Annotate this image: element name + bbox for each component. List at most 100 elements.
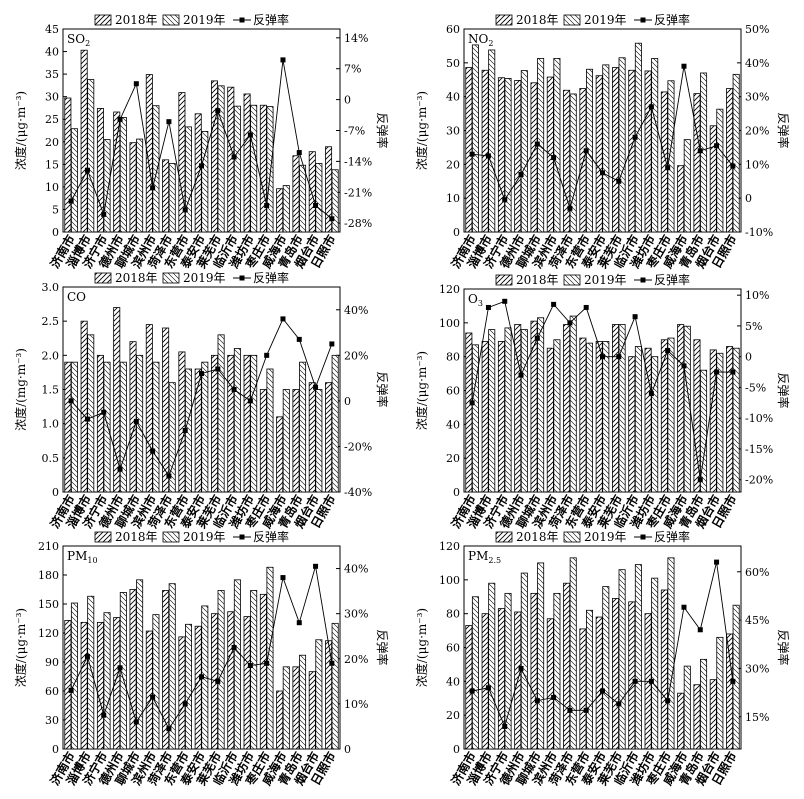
rebound-marker bbox=[681, 363, 687, 369]
rebound-marker bbox=[518, 171, 524, 177]
rebound-marker bbox=[313, 563, 319, 569]
y2-tick-label: 10% bbox=[344, 698, 368, 711]
rebound-marker bbox=[215, 108, 221, 114]
y2-tick-label: -7% bbox=[344, 125, 365, 138]
rebound-marker bbox=[485, 304, 491, 310]
y2-tick-label: -14% bbox=[344, 155, 372, 168]
bar-2019 bbox=[233, 579, 241, 750]
legend-label-rebound: 反弹率 bbox=[654, 12, 690, 27]
y2-tick-label: 10% bbox=[745, 158, 769, 171]
bar-2019 bbox=[282, 666, 290, 750]
rebound-marker bbox=[101, 409, 107, 415]
legend-swatch-2019 bbox=[563, 531, 581, 543]
y-tick-label: 80 bbox=[446, 351, 460, 364]
bar-2018 bbox=[292, 389, 300, 493]
rebound-marker bbox=[697, 148, 703, 154]
bar-2019 bbox=[87, 79, 95, 233]
y-tick-label: 2.0 bbox=[42, 349, 60, 362]
y2-axis-label: 反弹率 bbox=[776, 372, 791, 408]
bar-2018 bbox=[709, 125, 717, 233]
bar-2019 bbox=[732, 347, 740, 493]
legend-marker-rebound bbox=[239, 275, 245, 281]
bar-2019 bbox=[520, 572, 528, 750]
legend-label-2018: 2018年 bbox=[516, 13, 559, 27]
bar-2018 bbox=[259, 593, 267, 750]
rebound-marker bbox=[247, 398, 253, 404]
pollutant-label: O3 bbox=[468, 292, 483, 308]
rebound-marker bbox=[632, 678, 638, 684]
y2-tick-label: 20% bbox=[745, 125, 769, 138]
bar-2018 bbox=[64, 361, 72, 493]
bar-2019 bbox=[651, 577, 659, 750]
bar-2019 bbox=[471, 44, 479, 233]
bar-2019 bbox=[683, 665, 691, 750]
bar-2019 bbox=[250, 590, 258, 750]
legend-marker-rebound bbox=[640, 17, 646, 23]
bar-2019 bbox=[331, 169, 339, 233]
y-tick-label: 100 bbox=[439, 317, 460, 330]
bar-2018 bbox=[211, 80, 218, 233]
rebound-marker bbox=[485, 685, 491, 691]
bar-2018 bbox=[178, 636, 186, 750]
y-tick-label: 10 bbox=[45, 181, 59, 194]
bar-2018 bbox=[194, 113, 202, 233]
y-tick-label: 2.5 bbox=[42, 315, 60, 328]
bar-2018 bbox=[80, 621, 88, 750]
bar-2019 bbox=[716, 352, 724, 493]
y-tick-label: 0.5 bbox=[42, 452, 60, 465]
y-tick-label: 10 bbox=[446, 192, 460, 205]
bar-2019 bbox=[569, 557, 577, 750]
chart-panel-4: 0 20 40 60 80 100 120 -20% -15% -10% -5% 0 5% 10% 浓度/(… bbox=[414, 272, 791, 532]
rebound-marker bbox=[182, 701, 188, 707]
chart-panel-1: 0 5 10 15 20 25 30 35 40 45 -28% -21% -14% -7% 0 7% 14% 浓… bbox=[13, 12, 390, 272]
legend-swatch-2018 bbox=[495, 531, 513, 543]
legend-label-rebound: 反弹率 bbox=[654, 272, 690, 287]
y2-axis-label: 反弹率 bbox=[375, 112, 390, 148]
y-tick-label: 15 bbox=[45, 158, 59, 171]
bar-2019 bbox=[700, 658, 708, 750]
y-tick-label: 0 bbox=[453, 743, 460, 756]
bar-2019 bbox=[103, 139, 111, 233]
pollutant-label: SO2 bbox=[67, 32, 90, 48]
bar-2018 bbox=[96, 621, 104, 750]
rebound-marker bbox=[133, 418, 139, 424]
bar-2019 bbox=[331, 354, 339, 493]
rebound-marker bbox=[567, 205, 573, 211]
pollutant-label-part: O bbox=[468, 292, 478, 306]
bar-2018 bbox=[497, 341, 505, 493]
legend-swatch-2018 bbox=[495, 274, 513, 286]
legend-label-2018: 2018年 bbox=[115, 530, 158, 544]
y2-tick-label: 30% bbox=[745, 662, 769, 675]
bar-2019 bbox=[282, 185, 290, 233]
bar-2019 bbox=[569, 93, 577, 233]
bar-2019 bbox=[152, 361, 160, 493]
rebound-marker bbox=[697, 477, 703, 483]
rebound-marker bbox=[681, 604, 687, 610]
bar-2018 bbox=[677, 324, 685, 493]
rebound-marker bbox=[117, 466, 123, 472]
pollutant-label-part: CO bbox=[67, 290, 86, 304]
bar-2018 bbox=[129, 341, 137, 493]
pollutant-label-part: 3 bbox=[478, 299, 483, 308]
rebound-marker bbox=[215, 366, 221, 372]
legend-swatch-2019 bbox=[162, 272, 180, 284]
y2-tick-label: 60% bbox=[745, 566, 769, 579]
y-tick-label: 100 bbox=[439, 574, 460, 587]
y-axis-label: 浓度/(μg·m⁻³) bbox=[414, 351, 429, 430]
bar-2018 bbox=[465, 67, 473, 233]
rebound-marker bbox=[730, 163, 736, 169]
legend-swatch-2018 bbox=[94, 14, 112, 26]
bar-2019 bbox=[103, 361, 111, 493]
legend-swatch-2018 bbox=[94, 272, 112, 284]
y2-tick-label: -28% bbox=[344, 217, 372, 230]
rebound-marker bbox=[84, 167, 90, 173]
y2-tick-label: 45% bbox=[745, 614, 769, 627]
y-tick-label: 30 bbox=[446, 125, 460, 138]
y2-tick-label: 5% bbox=[745, 320, 762, 333]
bar-2019 bbox=[136, 138, 144, 233]
rebound-marker bbox=[199, 371, 204, 377]
rebound-marker bbox=[117, 116, 123, 122]
pollutant-label: NO2 bbox=[468, 32, 493, 48]
y2-tick-label: -21% bbox=[344, 186, 372, 199]
bar-2019 bbox=[217, 590, 225, 750]
